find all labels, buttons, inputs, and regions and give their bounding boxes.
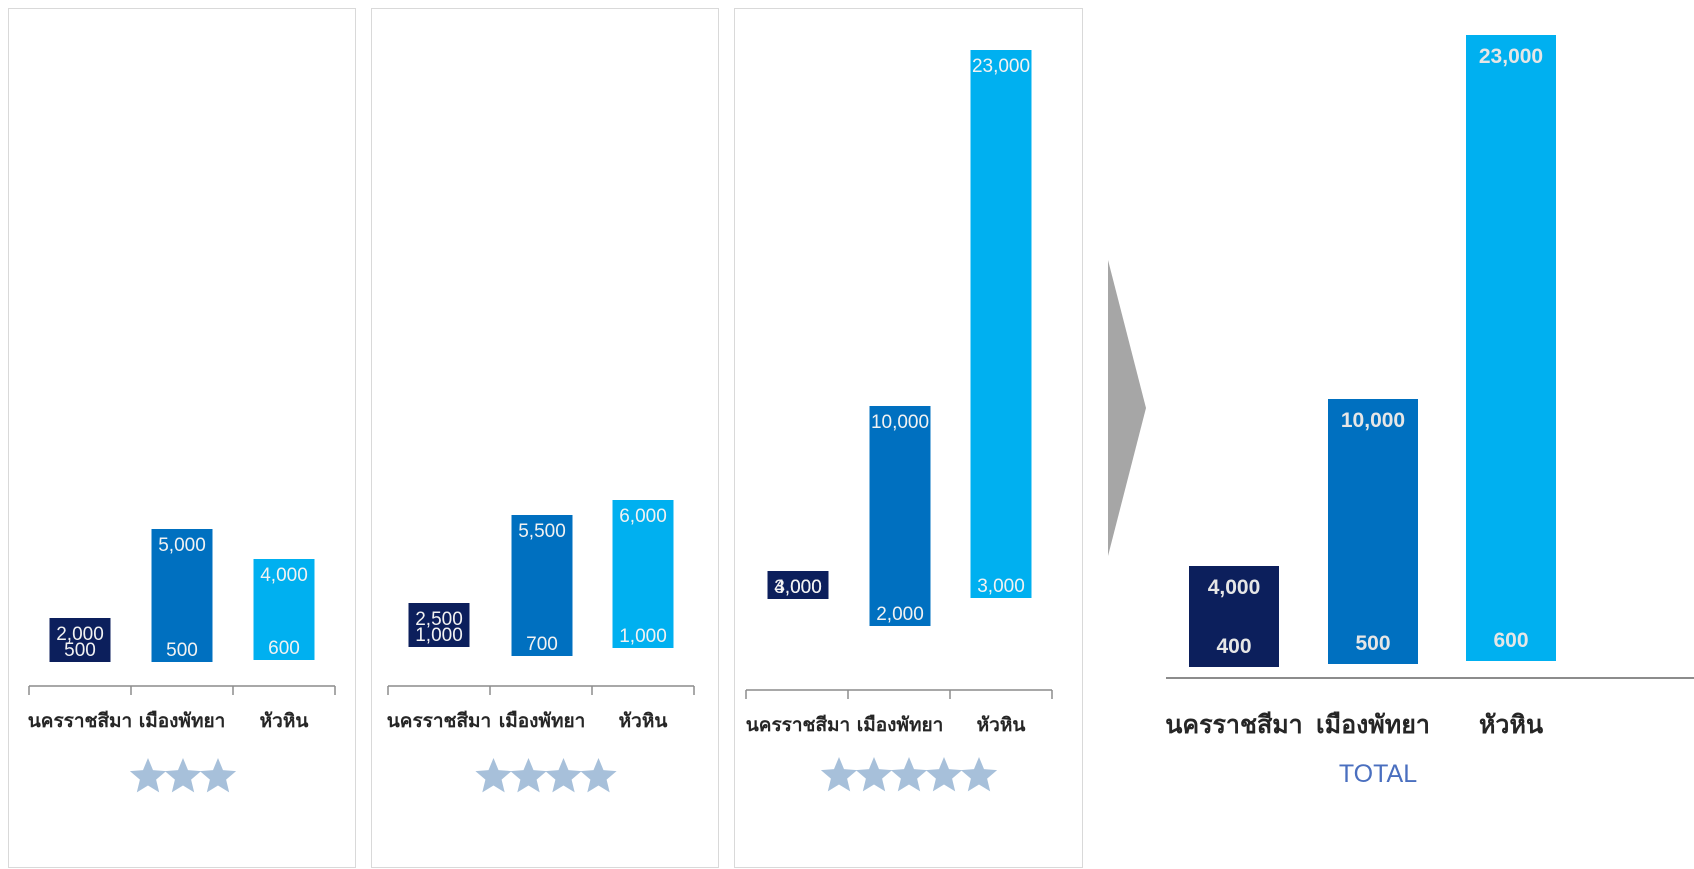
bar-high-label: 5,500 [518,521,566,542]
rating-star-icon [545,758,582,793]
category-label: นครราชสีมา [28,710,132,732]
chart-4-star: 2,5001,000นครราชสีมา5,500700เมืองพัทยา6,… [387,500,695,793]
category-label: หัวหิน [260,710,309,732]
category-label: เมืองพัทยา [857,714,944,736]
rating-star-icon [580,758,617,793]
bar-low-label: 500 [64,640,96,661]
total-bar-high-label: 4,000 [1208,576,1261,599]
bar-low-label: 600 [268,638,300,659]
bar-0 [408,603,470,647]
rating-star-icon [475,758,512,793]
category-label: นครราชสีมา [746,714,850,736]
chart-panel-4-star: 2,500 1,000 นครราชสีมา 5,500 700 เมืองพัทยา 6,… [371,8,719,868]
category-label: เมืองพัทยา [139,710,226,732]
bar-2 [612,500,674,648]
bar-2 [253,559,315,660]
category-label: หัวหิน [977,714,1026,736]
total-bar-high-label: 23,000 [1479,45,1543,68]
bar-low-label: 700 [526,634,558,655]
chart-panel-3-star: 2,000 500 นครราชสีมา 5,000 500 เมืองพัทยา 4,00… [8,8,356,868]
bar-low-label: 2,000 [876,604,924,625]
chart-total: 4,000 400 นครราชสีมา 10,000 500 เมืองพัทยา 23,… [1165,35,1694,788]
bar-high-label: 5,000 [158,535,206,556]
chart-5-star: 4,0003,000นครราชสีมา10,0002,000เมืองพัทย… [745,50,1053,792]
bar-high-label: 4,000 [774,577,822,598]
bar-high-label: 2,500 [415,609,463,630]
total-bar-high-label: 10,000 [1341,409,1405,432]
total-bar-low-label: 400 [1216,635,1251,658]
total-title: TOTAL [1339,760,1417,788]
bar-high-label: 2,000 [56,624,104,645]
rating-star-icon [855,757,893,792]
bar-1 [511,515,573,656]
total-category-label: หัวหิน [1479,710,1543,739]
total-bar-0 [1189,566,1279,667]
rating-star-icon [960,757,998,792]
bar-high-label: 10,000 [871,412,929,433]
arrow-right-icon [1108,260,1146,556]
chart-panel-5-star: 4,000 3,000 นครราชสีมา 10,000 2,000 เมืองพัทย… [734,8,1083,868]
bar-0 [49,618,111,662]
total-bar-2 [1466,35,1556,661]
arrow-shape [1108,260,1146,556]
chart-3-star: 2,000500นครราชสีมา5,000500เมืองพัทยา4,00… [28,529,336,793]
category-label: หัวหิน [619,710,668,732]
rating-star-icon [199,758,237,793]
bar-low-label: 500 [166,640,198,661]
rating-star-icon [820,757,858,792]
category-label: เมืองพัทยา [499,710,586,732]
bar-low-label: 1,000 [415,625,463,646]
bar-1 [869,406,931,626]
bar-high-label: 23,000 [972,56,1030,77]
category-label: นครราชสีมา [387,710,491,732]
rating-star-icon [890,757,928,792]
bar-2 [970,50,1032,598]
rating-star-icon [510,758,547,793]
bar-high-label: 4,000 [260,565,308,586]
rating-star-icon [925,757,963,792]
total-bar-low-label: 600 [1493,629,1528,652]
bar-0 [767,571,829,599]
bar-1 [151,529,213,662]
bar-low-label: 3,000 [774,577,822,598]
total-category-label: เมืองพัทยา [1316,710,1430,739]
total-bar-low-label: 500 [1355,632,1390,655]
bar-low-label: 3,000 [977,576,1025,597]
bar-high-label: 6,000 [619,506,667,527]
rating-star-icon [129,758,167,793]
total-bar-1 [1328,399,1418,664]
total-category-label: นครราชสีมา [1165,710,1302,739]
bar-low-label: 1,000 [619,626,667,647]
rating-star-icon [164,758,202,793]
